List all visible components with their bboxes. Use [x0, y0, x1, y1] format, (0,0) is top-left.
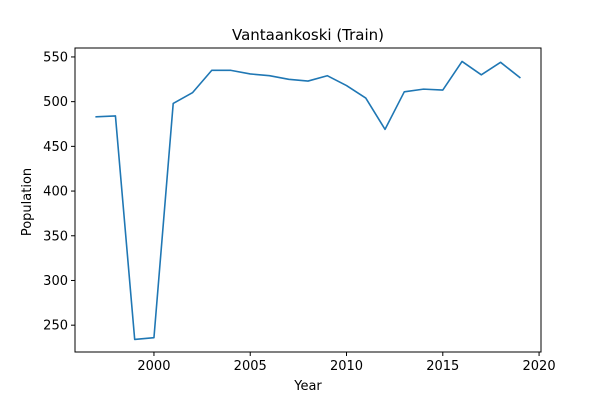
- y-tick-label-500: 500: [43, 95, 68, 110]
- axes-frame: [74, 47, 542, 353]
- chart-title: Vantaankoski (Train): [232, 26, 384, 44]
- x-tick-label-2010: 2010: [330, 359, 363, 374]
- series-line-0: [95, 60, 521, 341]
- y-tick-label-550: 550: [43, 50, 68, 65]
- y-tick-label-400: 400: [43, 185, 68, 200]
- y-tick-label-350: 350: [43, 229, 68, 244]
- y-tick-label-300: 300: [43, 274, 68, 289]
- x-tick-label-2020: 2020: [523, 359, 556, 374]
- y-tick-label-250: 250: [43, 319, 68, 334]
- y-axis-label: Population: [20, 168, 35, 236]
- x-axis-label: Year: [293, 379, 322, 394]
- plot-area: 2000 2005 2010 2015 2020 250 300 350 400 450 500 55…: [43, 47, 556, 374]
- x-tick-label-2000: 2000: [137, 359, 170, 374]
- x-tick-label-2015: 2015: [426, 359, 459, 374]
- y-tick-label-450: 450: [43, 140, 68, 155]
- x-tick-label-2005: 2005: [234, 359, 267, 374]
